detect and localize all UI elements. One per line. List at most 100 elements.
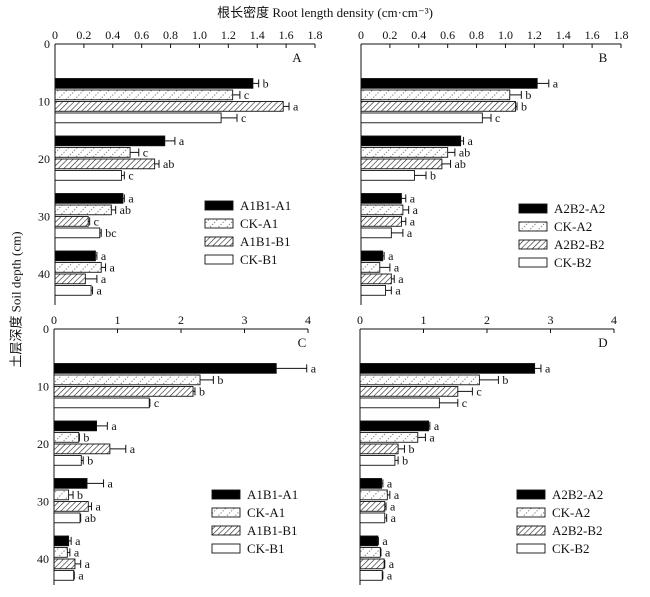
x-tick-label: 1.2 — [221, 28, 236, 42]
significance-letter: a — [390, 499, 396, 513]
significance-letter: a — [97, 283, 103, 297]
significance-letter: c — [143, 145, 148, 159]
bar-CK-A1-30cm — [54, 204, 112, 216]
bar-A1B1-A1-20cm — [54, 135, 166, 147]
bar-A1B1-B1-40cm — [54, 273, 86, 285]
significance-letter: a — [394, 260, 400, 274]
x-tick-label: 1.6 — [585, 28, 600, 42]
bar-A1B1-B1-20cm — [54, 158, 156, 170]
bar-A2B2-A2-40cm — [359, 535, 379, 547]
significance-letter: a — [389, 557, 395, 571]
bar-A2B2-B2-40cm — [359, 558, 385, 570]
legend-label: A2B2-B2 — [554, 237, 605, 252]
bar-CK-A1-10cm — [53, 374, 201, 386]
bar-CK-B1-40cm — [53, 570, 75, 581]
bar-CK-B2-10cm — [360, 112, 483, 124]
legend-swatch-A2B2-B2 — [516, 525, 546, 536]
x-tick-label: 1 — [421, 313, 427, 327]
x-tick-label: 0.2 — [382, 28, 397, 42]
significance-letter: b — [525, 88, 531, 102]
y-tick-label: 0 — [44, 37, 50, 51]
legend-label: A1B1-B1 — [240, 234, 291, 249]
legend-swatch-CK-A1 — [204, 218, 234, 229]
bar-A2B2-B2-10cm — [360, 101, 517, 112]
legend-label: A1B1-A1 — [240, 198, 291, 213]
significance-letter: bc — [105, 226, 116, 240]
bar-CK-A2-10cm — [359, 374, 480, 386]
bar-CK-B1-10cm — [53, 397, 150, 409]
legend-label: CK-A1 — [240, 216, 278, 231]
bar-A2B2-B2-30cm — [359, 501, 386, 512]
panel-label: C — [298, 335, 307, 350]
bar-A1B1-A1-10cm — [54, 78, 254, 89]
legend-swatch-CK-A2 — [516, 507, 546, 518]
bar-CK-A2-40cm — [359, 547, 381, 558]
panel-label: A — [292, 50, 302, 65]
bar-CK-A2-20cm — [359, 432, 419, 443]
bar-CK-A1-40cm — [54, 262, 102, 273]
y-tick-label: 40 — [38, 267, 50, 281]
significance-letter: a — [382, 534, 388, 548]
significance-letter: b — [502, 373, 508, 387]
x-tick-label: 0.2 — [76, 28, 91, 42]
significance-letter: ab — [163, 157, 174, 171]
x-tick-label: 1.0 — [498, 28, 513, 42]
x-tick-label: 1 — [115, 313, 121, 327]
significance-letter: b — [430, 168, 436, 182]
significance-letter: b — [263, 76, 269, 90]
legend-swatch-A1B1-B1 — [204, 236, 234, 247]
significance-letter: a — [545, 361, 551, 375]
bar-A1B1-A1-30cm — [53, 478, 88, 489]
bar-CK-B2-40cm — [359, 570, 383, 581]
legend-label: CK-A2 — [552, 505, 590, 520]
legend-label: A2B2-A2 — [552, 487, 603, 502]
bar-CK-B2-10cm — [359, 397, 440, 409]
x-tick-label: 1.6 — [279, 28, 294, 42]
legend-label: CK-B1 — [240, 252, 278, 267]
significance-letter: a — [293, 99, 299, 113]
significance-letter: a — [394, 488, 400, 502]
x-tick-label: 1.8 — [614, 28, 629, 42]
y-tick-label: 0 — [43, 322, 49, 336]
significance-letter: c — [244, 88, 249, 102]
significance-letter: a — [387, 476, 393, 490]
significance-letter: a — [407, 226, 413, 240]
bar-A1B1-A1-40cm — [53, 535, 70, 547]
x-tick-label: 0.8 — [163, 28, 178, 42]
bar-CK-A2-30cm — [359, 489, 388, 501]
x-tick-label: 0.4 — [411, 28, 426, 42]
significance-letter: a — [111, 419, 117, 433]
legend-swatch-CK-B1 — [204, 254, 234, 265]
x-tick-label: 0.6 — [440, 28, 455, 42]
y-tick-label: 20 — [38, 152, 50, 166]
legend-swatch-A1B1-B1 — [211, 525, 241, 536]
significance-letter: b — [77, 488, 83, 502]
x-tick-label: 1.4 — [250, 28, 265, 42]
legend-swatch-CK-B2 — [516, 543, 546, 554]
significance-letter: a — [108, 476, 114, 490]
y-tick-label: 20 — [37, 437, 49, 451]
significance-letter: a — [553, 76, 559, 90]
bar-A1B1-B1-30cm — [54, 216, 89, 227]
significance-letter: c — [476, 384, 481, 398]
legend-swatch-A1B1-A1 — [211, 489, 241, 500]
bar-CK-A2-20cm — [360, 147, 449, 158]
x-tick-label: 1.8 — [308, 28, 323, 42]
bar-A1B1-A1-40cm — [54, 250, 96, 262]
bar-CK-B1-40cm — [54, 285, 92, 296]
y-tick-label: 30 — [37, 495, 49, 509]
significance-letter: a — [388, 249, 394, 263]
significance-letter: a — [434, 419, 440, 433]
legend-label: CK-A2 — [554, 219, 592, 234]
significance-letter: a — [130, 442, 136, 456]
x-tick-label: 0 — [358, 28, 364, 42]
significance-letter: a — [398, 272, 404, 286]
bar-CK-A1-10cm — [54, 89, 234, 101]
significance-letter: b — [83, 430, 89, 444]
legend-label: A2B2-A2 — [554, 201, 605, 216]
bar-A2B2-A2-30cm — [360, 193, 402, 204]
bar-A2B2-A2-40cm — [360, 250, 384, 262]
x-tick-label: 0 — [52, 28, 58, 42]
